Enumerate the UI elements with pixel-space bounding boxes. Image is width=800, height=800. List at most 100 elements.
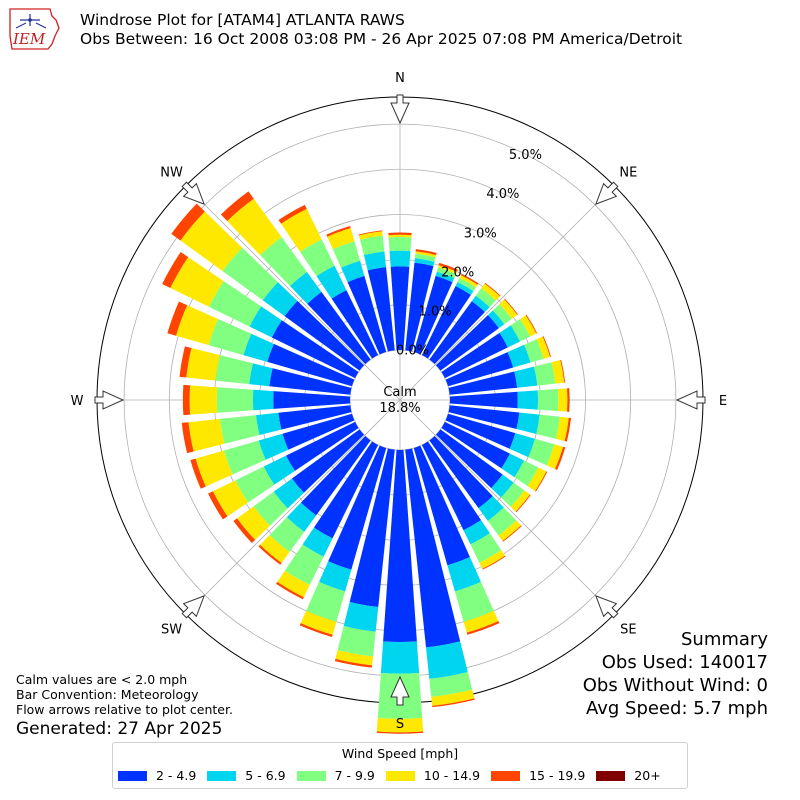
windrose-bar-segment (536, 336, 551, 359)
windrose-bar-segment (432, 698, 475, 708)
windrose-bar-segment (243, 333, 274, 362)
windrose-bar-segment (343, 601, 379, 632)
windrose-bar-segment (475, 288, 496, 308)
windrose-bar-segment (219, 415, 260, 444)
compass-label: S (396, 717, 404, 732)
windrose-bar-segment (388, 237, 412, 251)
windrose-bar-segment (216, 387, 254, 413)
windrose-bar-segment (492, 304, 512, 325)
windrose-bar-segment (515, 494, 531, 513)
windrose-bar-segment (258, 433, 289, 460)
windrose-bar-segment (208, 319, 252, 356)
windrose-bar-segment (367, 267, 395, 352)
windrose-bar-segment (487, 310, 505, 329)
compass-arrow (675, 390, 706, 410)
windrose-bar-segment (516, 412, 540, 434)
windrose-bar-segment (358, 231, 383, 240)
windrose-bar-segment (255, 412, 282, 436)
windrose-bars (162, 191, 572, 734)
grid-spoke (399, 399, 615, 615)
windrose-bar-segment (227, 198, 282, 256)
windrose-bar-segment (445, 413, 516, 449)
windrose-bar-segment (525, 314, 538, 334)
windrose-bar-segment (436, 267, 457, 278)
summary-heading: Summary (681, 629, 768, 650)
windrose-bar-segment (389, 250, 411, 267)
flow-arrows-note: Flow arrows relative to plot center. (16, 702, 233, 717)
legend-label: 5 - 6.9 (245, 768, 286, 783)
windrose-bar-segment (180, 211, 243, 272)
windrose-bar-segment (299, 623, 333, 637)
windrose-bar-segment (498, 520, 522, 541)
windrose-bar-segment (487, 507, 517, 536)
compass-label: E (719, 394, 727, 409)
legend-item: 10 - 14.9 (385, 768, 480, 783)
compass-label: NE (619, 166, 637, 181)
obs-without-wind: Obs Without Wind: 0 (582, 675, 768, 696)
compass-arrow (181, 595, 205, 619)
windrose-bar-segment (471, 295, 490, 313)
windrose-bar-segment (341, 260, 365, 283)
legend-item: 5 - 6.9 (207, 768, 286, 783)
windrose-bar-segment (414, 258, 435, 267)
windrose-bar-segment (484, 282, 501, 297)
windrose-bar-segment (252, 389, 274, 411)
windrose-bar-segment (413, 275, 453, 355)
windrose-bar-segment (449, 391, 518, 409)
windrose-bar-segment (262, 282, 298, 317)
windrose-bar-segment (282, 413, 355, 450)
compass-label: W (71, 394, 84, 409)
windrose-bar-segment (179, 346, 192, 378)
compass-arrow (595, 595, 619, 619)
windrose-bar-segment (300, 239, 335, 277)
windrose-bar-segment (212, 480, 249, 517)
windrose-bar-segment (182, 384, 191, 416)
windrose-bar-segment (235, 466, 275, 503)
windrose-bar-segment (181, 422, 194, 454)
windrose-bar-segment (376, 718, 424, 733)
windrose-bar-segment (441, 332, 508, 379)
windrose-bar-segment (520, 315, 537, 337)
windrose-bar-segment (405, 262, 434, 352)
windrose-bar-segment (313, 441, 379, 539)
windrose-bar-segment (491, 474, 514, 498)
windrose-bar-segment (286, 502, 317, 532)
summary-box: Summary Obs Used: 140017 Obs Without Win… (583, 628, 768, 720)
windrose-bar-segment (510, 318, 531, 342)
compass-arrows: N NE E SE S SW W NW (71, 71, 728, 732)
windrose-bar-segment (332, 241, 361, 268)
legend-item: 20+ (596, 768, 661, 783)
windrose-bar-segment (466, 621, 500, 635)
windrose-bar-segment (215, 355, 253, 385)
windrose-bar-segment (546, 444, 564, 470)
windrose-bar-segment (269, 368, 352, 395)
radial-tick-label: 5.0% (509, 148, 542, 163)
windrose-bar-segment (405, 448, 461, 648)
windrose-bar-segment (170, 257, 224, 307)
obs-used: Obs Used: 140017 (601, 652, 768, 673)
windrose-bar-segment (186, 348, 220, 381)
legend-item: 2 - 4.9 (118, 768, 196, 783)
windrose-bar-segment (249, 306, 282, 338)
calm-center: Calm 18.8% (379, 385, 420, 416)
windrose-bar-segment (284, 300, 365, 371)
windrose-bar-segment (347, 275, 387, 355)
windrose-bar-segment (431, 689, 475, 706)
windrose-bar-segment (564, 417, 572, 442)
windrose-bar-segment (162, 252, 189, 288)
windrose-bar-segment (208, 491, 228, 520)
windrose-bar-segment (190, 458, 206, 489)
compass-arrow (181, 181, 205, 205)
legend-swatch (296, 770, 326, 781)
windrose-bar-segment (460, 273, 479, 285)
windrose-bar-segment (470, 533, 502, 563)
windrose-bar-segment (263, 455, 295, 485)
legend-label: 20+ (634, 768, 661, 783)
legend-label: 2 - 4.9 (156, 768, 197, 783)
windrose-bar-segment (459, 275, 478, 288)
windrose-bar-segment (429, 672, 473, 697)
compass-label: NW (160, 166, 183, 181)
windrose-bar-segment (448, 405, 520, 430)
windrose-bar-segment (429, 301, 485, 365)
footer-notes: Calm values are < 2.0 mph Bar Convention… (16, 672, 233, 717)
